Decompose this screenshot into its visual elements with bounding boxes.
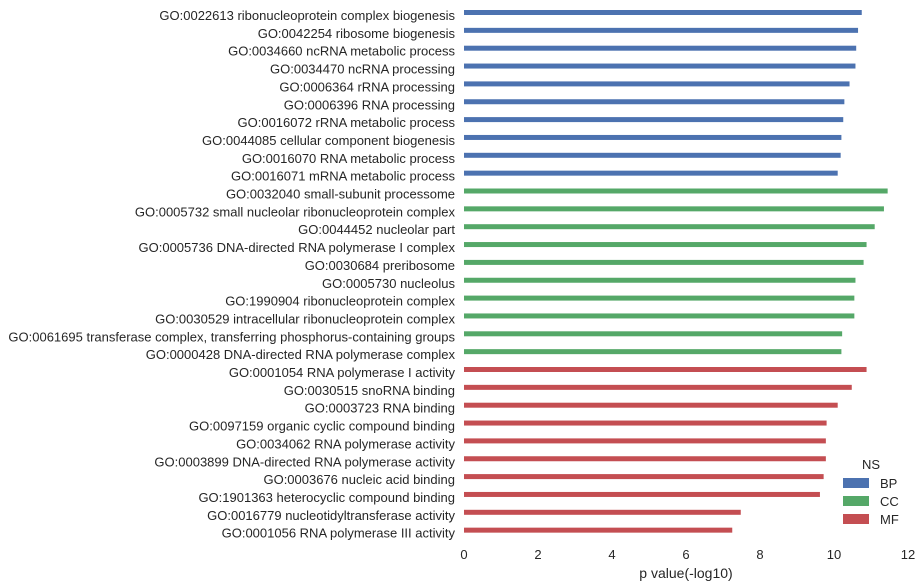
- bar-mf: [464, 420, 827, 426]
- bar-mf: [464, 527, 733, 533]
- bar-cc: [464, 259, 864, 265]
- category-label: GO:0097159 organic cyclic compound bindi…: [189, 419, 455, 434]
- legend-label-mf: MF: [880, 512, 899, 527]
- bar-cc: [464, 349, 842, 355]
- bar-mf: [464, 367, 867, 372]
- category-label: GO:0016072 rRNA metabolic process: [238, 115, 456, 130]
- category-label: GO:0016071 mRNA metabolic process: [231, 169, 455, 184]
- bar-cc: [464, 224, 875, 230]
- bar-bp: [464, 45, 857, 51]
- category-label: GO:0030529 intracellular ribonucleoprote…: [155, 311, 455, 326]
- bar-cc: [464, 331, 843, 337]
- category-label: GO:1901363 heterocyclic compound binding: [198, 490, 455, 505]
- category-label: GO:0005736 DNA-directed RNA polymerase I…: [139, 240, 456, 255]
- legend-swatch-cc: [843, 496, 869, 506]
- legend-label-cc: CC: [880, 494, 899, 509]
- legend-title: NS: [862, 457, 880, 472]
- category-label: GO:0001054 RNA polymerase I activity: [229, 365, 456, 380]
- category-label: GO:0005732 small nucleolar ribonucleopro…: [135, 204, 456, 219]
- category-label: GO:0042254 ribosome biogenesis: [258, 26, 456, 41]
- bar-bp: [464, 27, 859, 33]
- x-tick-label: 6: [682, 547, 689, 562]
- category-label: GO:0000428 DNA-directed RNA polymerase c…: [146, 347, 456, 362]
- bar-cc: [464, 242, 867, 248]
- legend-swatch-mf: [843, 514, 869, 524]
- legend-label-bp: BP: [880, 476, 897, 491]
- bar-bp: [464, 81, 850, 87]
- x-tick-label: 8: [756, 547, 763, 562]
- bar-cc: [464, 277, 856, 283]
- category-label: GO:0003676 nucleic acid binding: [263, 472, 455, 487]
- category-label: GO:0044085 cellular component biogenesis: [202, 133, 455, 148]
- category-label: GO:0034062 RNA polymerase activity: [236, 436, 455, 451]
- bar-cc: [464, 188, 888, 194]
- x-tick-label: 4: [608, 547, 615, 562]
- x-tick-label: 2: [534, 547, 541, 562]
- category-label: GO:0034660 ncRNA metabolic process: [228, 44, 455, 59]
- bar-bp: [464, 99, 845, 105]
- category-label: GO:0005730 nucleolus: [322, 276, 455, 291]
- legend: NS BP CC MF: [843, 457, 899, 527]
- category-label: GO:0016070 RNA metabolic process: [242, 151, 456, 166]
- category-label: GO:0003899 DNA-directed RNA polymerase a…: [154, 454, 455, 469]
- bar-mf: [464, 491, 820, 497]
- category-label: GO:0003723 RNA binding: [305, 401, 455, 416]
- category-label: GO:0044452 nucleolar part: [298, 222, 455, 237]
- x-tick-label: 10: [827, 547, 841, 562]
- category-label: GO:0016779 nucleotidyltransferase activi…: [207, 508, 455, 523]
- category-label: GO:0006396 RNA processing: [284, 97, 455, 112]
- bars-group: [464, 10, 888, 533]
- category-label: GO:0030515 snoRNA binding: [284, 383, 455, 398]
- bar-mf: [464, 402, 838, 408]
- category-label: GO:0006364 rRNA processing: [279, 79, 455, 94]
- category-label: GO:0001056 RNA polymerase III activity: [222, 526, 456, 541]
- x-tick-label: 12: [901, 547, 915, 562]
- bar-bp: [464, 117, 844, 123]
- category-label: GO:0022613 ribonucleoprotein complex bio…: [159, 8, 455, 23]
- bar-bp: [464, 170, 838, 176]
- bar-cc: [464, 206, 884, 212]
- bar-mf: [464, 456, 826, 462]
- bar-mf: [464, 509, 741, 515]
- bar-mf: [464, 438, 826, 444]
- x-tick-label: 0: [460, 547, 467, 562]
- bar-cc: [464, 313, 855, 319]
- bar-bp: [464, 152, 841, 158]
- bar-mf: [464, 474, 824, 480]
- bar-bp: [464, 10, 862, 15]
- legend-swatch-bp: [843, 478, 869, 488]
- category-label: GO:0030684 preribosome: [305, 258, 455, 273]
- bar-bp: [464, 134, 842, 140]
- category-label: GO:0061695 transferase complex, transfer…: [8, 329, 455, 344]
- bar-cc: [464, 295, 855, 301]
- bar-mf: [464, 384, 852, 390]
- category-label: GO:1990904 ribonucleoprotein complex: [225, 294, 455, 309]
- x-axis-label: p value(-log10): [639, 565, 732, 581]
- category-label: GO:0032040 small-subunit processome: [226, 187, 455, 202]
- category-label: GO:0034470 ncRNA processing: [270, 62, 455, 77]
- bar-bp: [464, 63, 856, 69]
- x-tick-labels: 0 2 4 6 8 10 12: [460, 547, 915, 562]
- category-labels: GO:0022613 ribonucleoprotein complex bio…: [8, 8, 455, 541]
